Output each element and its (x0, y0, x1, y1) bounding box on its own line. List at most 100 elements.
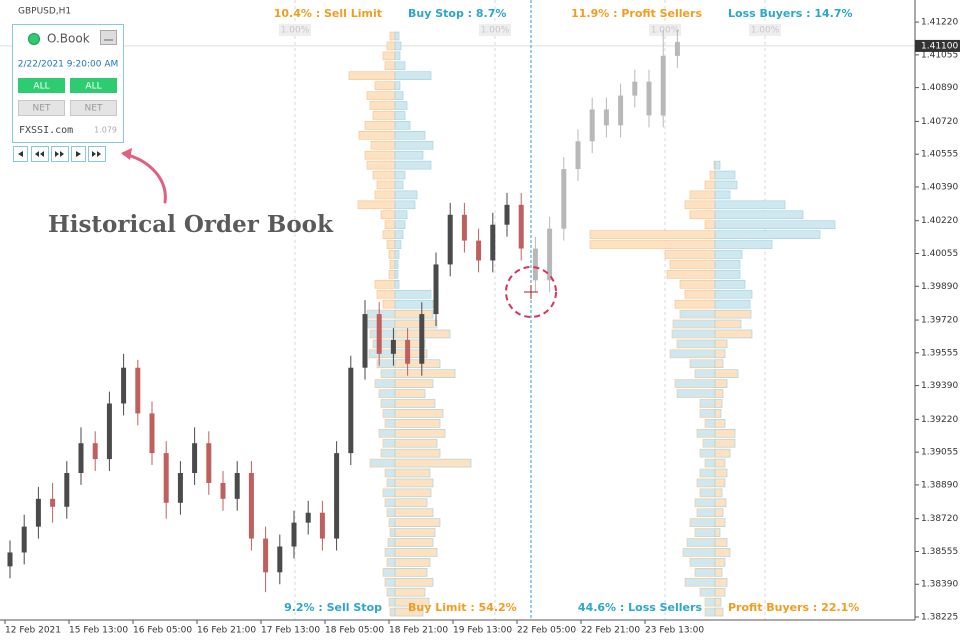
book-label: 11.9% : Profit Sellers (571, 7, 702, 20)
order-bar (714, 289, 753, 299)
order-bar (689, 359, 716, 369)
order-bar (394, 101, 408, 110)
order-bar (394, 349, 428, 359)
order-bar (694, 498, 716, 508)
order-bar (714, 309, 752, 319)
annotation-arrowhead (121, 148, 132, 160)
candle-body (78, 443, 84, 474)
order-bar (394, 577, 434, 587)
candle-body (632, 81, 638, 96)
order-bar (394, 170, 406, 180)
nav-icon (18, 151, 23, 157)
candle-body (121, 367, 127, 404)
minimize-button[interactable] (100, 30, 117, 45)
order-bar (699, 488, 716, 498)
all-button[interactable] (70, 78, 117, 93)
order-bar (714, 528, 721, 537)
candle-body (476, 240, 482, 261)
y-tick-label: 1.41220 (921, 18, 958, 28)
order-bar (699, 468, 716, 478)
x-tick-label: 23 Feb 13:00 (645, 626, 704, 636)
book-label: Profit Buyers : 22.1% (728, 601, 859, 614)
order-bar (699, 448, 716, 458)
nav-icon (92, 151, 101, 157)
order-bar (357, 200, 396, 210)
order-bar (366, 91, 396, 100)
order-bar (394, 250, 400, 259)
navigation-buttons (13, 146, 106, 162)
scale-label: 1.00% (751, 26, 780, 36)
candle-body (518, 204, 524, 249)
candle-body (149, 413, 155, 454)
order-bar (394, 528, 436, 537)
order-bar (380, 448, 396, 458)
order-bar (369, 458, 396, 468)
order-bar (684, 577, 716, 587)
book-label: Loss Buyers : 14.7% (728, 7, 853, 20)
order-bar (382, 299, 396, 309)
order-bar (679, 279, 716, 289)
order-bar (714, 389, 724, 398)
candle-body (35, 498, 41, 527)
order-bar (394, 160, 432, 170)
y-tick-label: 1.39055 (921, 448, 958, 458)
order-bar (714, 419, 726, 428)
candle-body (362, 314, 368, 368)
order-bar (372, 170, 396, 180)
order-bar (714, 180, 738, 190)
scale-box (649, 24, 681, 36)
order-bar (384, 548, 396, 557)
net-button[interactable] (70, 100, 117, 116)
order-bar (394, 587, 426, 597)
order-bar (394, 41, 402, 51)
button-label: NET (33, 104, 51, 114)
net-button[interactable] (18, 100, 65, 116)
candle-body (206, 443, 212, 483)
book-label: Buy Limit : 54.2% (408, 601, 517, 614)
order-bar (394, 180, 404, 190)
candle-body (7, 552, 13, 567)
order-bar (394, 279, 400, 289)
order-bar (704, 419, 716, 428)
order-bar (589, 230, 716, 239)
scale-box (749, 24, 781, 36)
all-button[interactable] (18, 78, 65, 93)
candle-body (419, 314, 425, 364)
order-bar (714, 299, 751, 309)
candle-body (504, 204, 510, 225)
order-bar (384, 468, 396, 478)
order-bar (380, 210, 396, 220)
candle-body (490, 224, 496, 261)
order-bar (674, 299, 716, 309)
candle-body (433, 264, 439, 315)
x-tick-label: 15 Feb 13:00 (69, 626, 128, 636)
order-bar (394, 61, 406, 71)
order-bar (394, 409, 444, 418)
order-bar (699, 409, 716, 418)
order-bar (704, 458, 716, 468)
candle-body (21, 526, 27, 553)
scale-label: 1.00% (651, 26, 680, 36)
annotation-arrow (122, 152, 167, 204)
order-bar (388, 518, 396, 527)
order-bar (394, 369, 456, 378)
order-bar (714, 250, 743, 259)
order-bar (394, 91, 404, 100)
candle-body (376, 314, 382, 354)
candle-layer (7, 30, 680, 593)
order-bar (394, 190, 418, 200)
version: 1.079 (94, 126, 117, 135)
brand: FXSSI.com (19, 125, 73, 136)
order-bar (699, 399, 716, 408)
x-tick-label: 16 Feb 05:00 (133, 626, 192, 636)
order-bar (714, 230, 821, 239)
order-bar (704, 597, 716, 607)
order-bar (378, 428, 396, 438)
order-bar (394, 399, 436, 408)
x-tick-label: 12 Feb 2021 (5, 626, 61, 636)
order-bar (364, 121, 396, 130)
order-bar (394, 309, 434, 319)
book-label: 9.2% : Sell Stop (284, 601, 382, 614)
